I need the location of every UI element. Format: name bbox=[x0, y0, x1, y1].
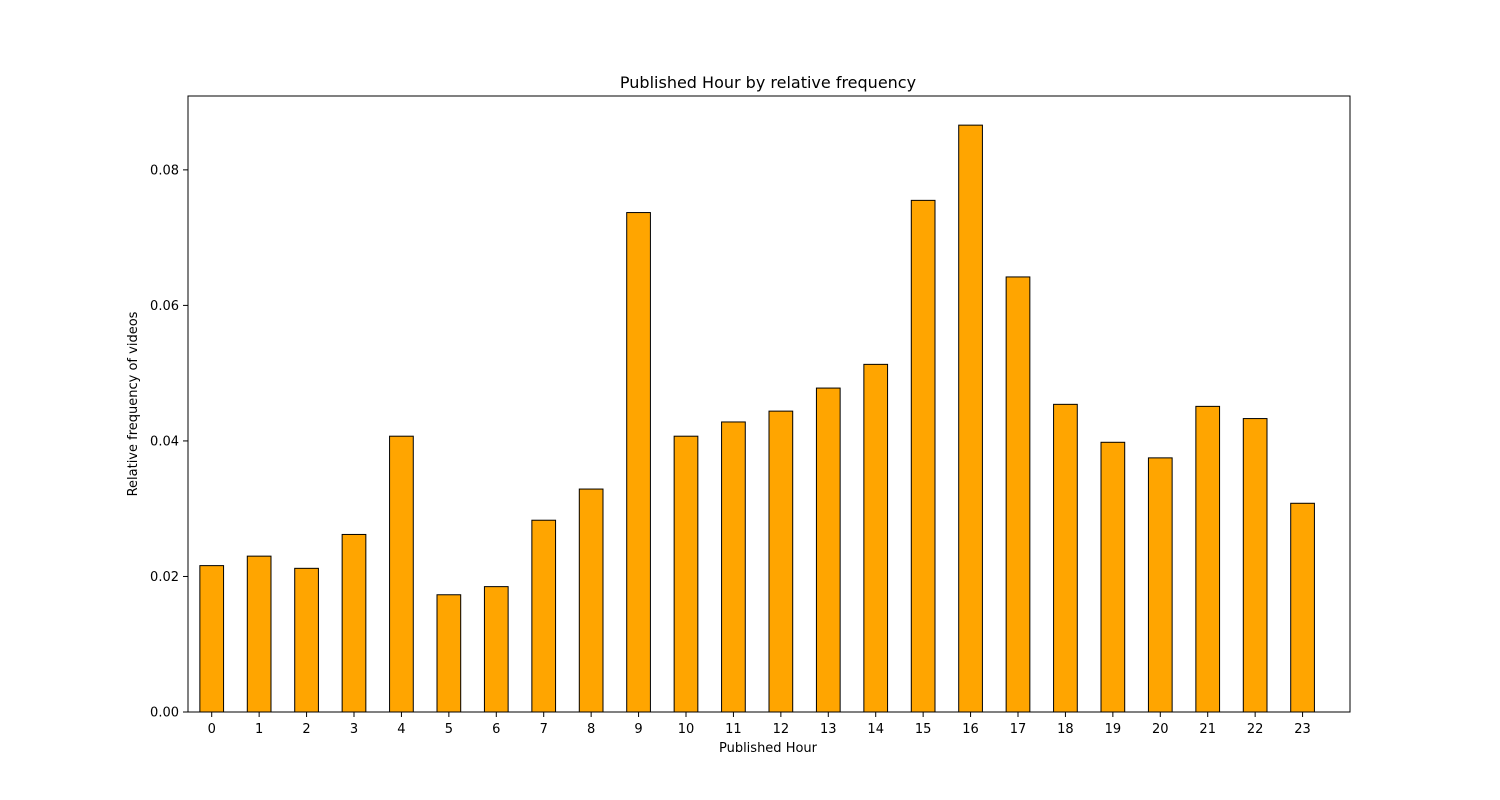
bar-hour-13 bbox=[815, 387, 841, 713]
x-tick-label: 23 bbox=[1294, 722, 1311, 737]
y-axis: 0.00 0.02 0.04 0.06 0.08 bbox=[150, 163, 188, 721]
x-tick-label: 14 bbox=[867, 722, 884, 737]
bar-hour-17 bbox=[1005, 276, 1031, 713]
y-tick-label: 0.04 bbox=[150, 434, 179, 449]
x-tick-label: 19 bbox=[1105, 722, 1122, 737]
x-tick-label: 0 bbox=[208, 722, 216, 737]
bar-hour-7 bbox=[531, 519, 557, 713]
bar-hour-3 bbox=[341, 533, 367, 713]
bar-hour-2 bbox=[294, 567, 319, 713]
chart-title: Published Hour by relative frequency bbox=[620, 73, 916, 92]
y-tick-label: 0.08 bbox=[150, 163, 179, 178]
bar-hour-0 bbox=[199, 565, 225, 713]
x-tick-label: 7 bbox=[540, 722, 548, 737]
y-tick-label: 0.00 bbox=[150, 706, 179, 721]
x-tick-label: 9 bbox=[634, 722, 642, 737]
x-tick-label: 10 bbox=[678, 722, 695, 737]
x-tick-label: 22 bbox=[1247, 722, 1264, 737]
bar-hour-22 bbox=[1242, 418, 1268, 713]
x-tick-label: 6 bbox=[492, 722, 500, 737]
x-tick-label: 17 bbox=[1010, 722, 1027, 737]
bar-hour-20 bbox=[1147, 457, 1173, 713]
bar-hour-21 bbox=[1195, 405, 1221, 713]
bar-hour-16 bbox=[958, 124, 983, 713]
y-tick-label: 0.02 bbox=[150, 570, 179, 585]
bar-hour-11 bbox=[721, 421, 746, 713]
x-tick-label: 20 bbox=[1152, 722, 1169, 737]
bar-hour-14 bbox=[863, 363, 889, 713]
bar-hour-15 bbox=[910, 199, 936, 713]
x-axis: 0 1 2 3 4 5 6 7 8 9 10 11 12 13 14 15 16 17 18 19 20 21 22 23 bbox=[208, 712, 1311, 737]
bar-hour-5 bbox=[436, 594, 462, 713]
x-tick-label: 1 bbox=[255, 722, 263, 737]
bar-hour-18 bbox=[1053, 403, 1078, 713]
x-tick-label: 15 bbox=[915, 722, 932, 737]
x-tick-label: 2 bbox=[302, 722, 310, 737]
bar-hour-12 bbox=[768, 410, 794, 713]
x-tick-label: 18 bbox=[1057, 722, 1074, 737]
bar-hour-6 bbox=[483, 586, 509, 713]
x-tick-label: 13 bbox=[820, 722, 837, 737]
x-tick-label: 12 bbox=[773, 722, 790, 737]
y-axis-label: Relative frequency of videos bbox=[126, 311, 141, 496]
bar-hour-8 bbox=[578, 488, 604, 713]
bar-hour-1 bbox=[246, 555, 272, 713]
x-tick-label: 3 bbox=[350, 722, 358, 737]
bar-hour-19 bbox=[1100, 441, 1126, 713]
bar-hour-23 bbox=[1290, 502, 1315, 713]
bar-hour-9 bbox=[626, 212, 651, 713]
plot-frame bbox=[187, 95, 1351, 713]
bar-hour-10 bbox=[673, 435, 699, 713]
y-tick-label: 0.06 bbox=[150, 299, 179, 314]
x-axis-label: Published Hour bbox=[719, 741, 818, 756]
bar-hour-4 bbox=[389, 435, 414, 713]
x-tick-label: 8 bbox=[587, 722, 595, 737]
x-tick-label: 21 bbox=[1199, 722, 1216, 737]
x-tick-label: 11 bbox=[725, 722, 742, 737]
bars-group bbox=[199, 124, 1315, 713]
x-tick-label: 4 bbox=[397, 722, 405, 737]
x-tick-label: 16 bbox=[962, 722, 979, 737]
x-tick-label: 5 bbox=[445, 722, 453, 737]
